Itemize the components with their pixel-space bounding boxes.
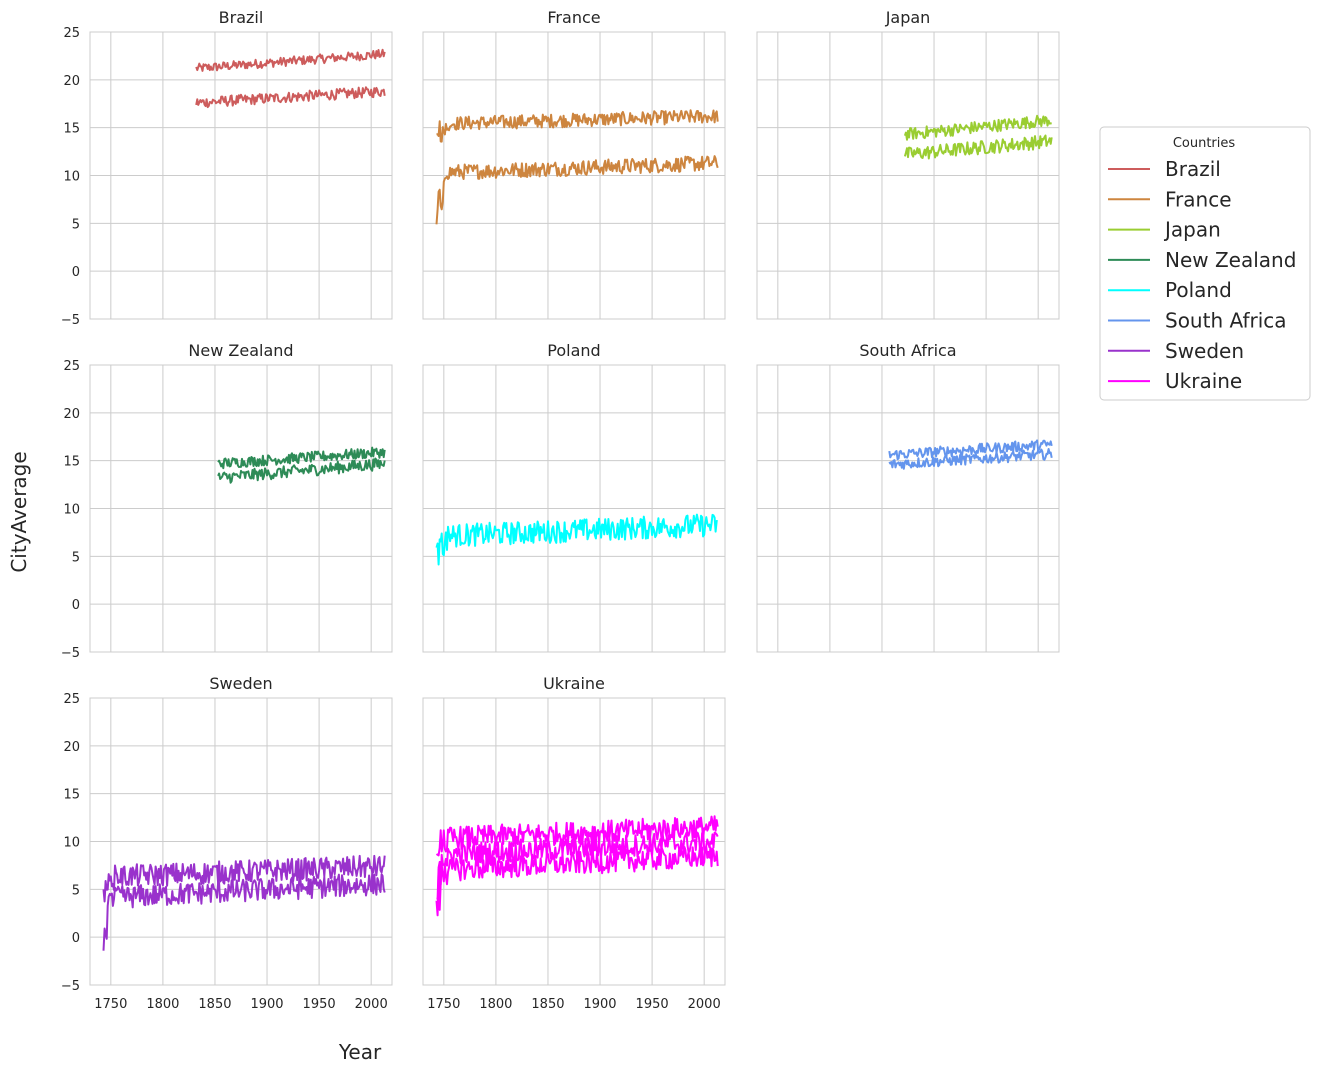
y-tick-label: 20 [63, 407, 80, 422]
panel-title: Japan [885, 8, 931, 27]
y-tick-label: 5 [72, 883, 80, 898]
panel-title: Brazil [219, 8, 264, 27]
legend: Countries Brazil France Japan New Zealand Pol… [1099, 126, 1311, 401]
y-tick-label: −5 [61, 979, 80, 994]
y-tick-label: 0 [72, 265, 80, 280]
panel-japan: Japan [756, 8, 1060, 320]
panel-frame [89, 697, 393, 986]
y-tick-label: 15 [63, 788, 80, 803]
chart-panels: Brazil −5 0 5 10 15 20 25 France Japan New Zealand… [61, 8, 1060, 1012]
panel-poland: Poland [422, 341, 726, 653]
series-line [903, 134, 1053, 160]
x-tick-label: 1950 [636, 997, 669, 1012]
panel-frame [756, 364, 1060, 653]
panel-frame [422, 31, 726, 320]
y-tick-label: 20 [63, 74, 80, 89]
legend-entry: Japan [1163, 218, 1221, 242]
panel-title: South Africa [859, 341, 956, 360]
panel-new-zealand: New Zealand −5 0 5 10 15 20 25 [61, 341, 393, 661]
y-axis-label: CityAverage [7, 451, 31, 572]
series-line [102, 854, 386, 903]
y-tick-label: 20 [63, 740, 80, 755]
panel-france: France [422, 8, 726, 320]
panel-title: Ukraine [543, 674, 605, 693]
series-line [102, 872, 386, 951]
panel-title: New Zealand [188, 341, 293, 360]
y-tick-label: −5 [61, 646, 80, 661]
panel-frame [422, 364, 726, 653]
series-line [435, 845, 719, 917]
legend-entry: Sweden [1165, 339, 1244, 363]
x-tick-label: 1850 [531, 997, 564, 1012]
panel-south-africa: South Africa [756, 341, 1060, 653]
panel-ukraine: Ukraine 1750 1800 1850 1900 1950 2000 [422, 674, 726, 1012]
y-tick-label: 0 [72, 598, 80, 613]
panel-title: France [547, 8, 600, 27]
legend-entry: Ukraine [1165, 369, 1242, 393]
y-tick-label: 5 [72, 217, 80, 232]
legend-frame [1099, 126, 1311, 401]
series-line [436, 109, 719, 143]
y-tick-label: 15 [63, 455, 80, 470]
panel-frame [89, 31, 393, 320]
series-line [435, 155, 719, 225]
x-axis-label: Year [338, 1040, 382, 1064]
x-tick-label: 1750 [94, 997, 127, 1012]
y-tick-label: 25 [63, 26, 80, 41]
y-tick-label: 25 [63, 359, 80, 374]
series-line [888, 439, 1053, 461]
legend-title: Countries [1173, 136, 1236, 151]
x-tick-label: 1750 [427, 997, 460, 1012]
series-line [195, 48, 386, 72]
x-tick-label: 2000 [355, 997, 388, 1012]
series-line [217, 446, 386, 470]
x-tick-label: 1800 [146, 997, 179, 1012]
panel-frame [89, 364, 393, 653]
y-tick-label: 25 [63, 692, 80, 707]
x-tick-label: 1850 [198, 997, 231, 1012]
panel-brazil: Brazil −5 0 5 10 15 20 25 [61, 8, 393, 328]
y-tick-label: 15 [63, 122, 80, 137]
series-line [888, 448, 1053, 470]
legend-entry: New Zealand [1165, 248, 1296, 272]
legend-entry: South Africa [1165, 309, 1287, 333]
x-tick-label: 1800 [479, 997, 512, 1012]
panel-frame [756, 31, 1060, 320]
series-line [435, 513, 718, 566]
series-line [195, 86, 386, 109]
series-line [903, 114, 1052, 141]
x-tick-label: 1950 [303, 997, 336, 1012]
y-tick-label: 5 [72, 550, 80, 565]
x-tick-label: 2000 [688, 997, 721, 1012]
y-tick-label: 10 [63, 170, 80, 185]
series-line [217, 457, 386, 484]
y-tick-label: 0 [72, 931, 80, 946]
panel-sweden: Sweden −5 0 5 10 15 20 25 1750 1800 1850 1900 1950 20… [61, 674, 393, 1012]
legend-entry: Poland [1165, 278, 1232, 302]
panel-frame [422, 697, 726, 986]
y-tick-label: 10 [63, 503, 80, 518]
panel-title: Sweden [209, 674, 272, 693]
x-tick-label: 1900 [583, 997, 616, 1012]
x-tick-label: 1900 [250, 997, 283, 1012]
panel-title: Poland [547, 341, 600, 360]
legend-entry: Brazil [1165, 157, 1221, 181]
legend-entry: France [1165, 187, 1232, 211]
y-tick-label: −5 [61, 313, 80, 328]
y-tick-label: 10 [63, 836, 80, 851]
